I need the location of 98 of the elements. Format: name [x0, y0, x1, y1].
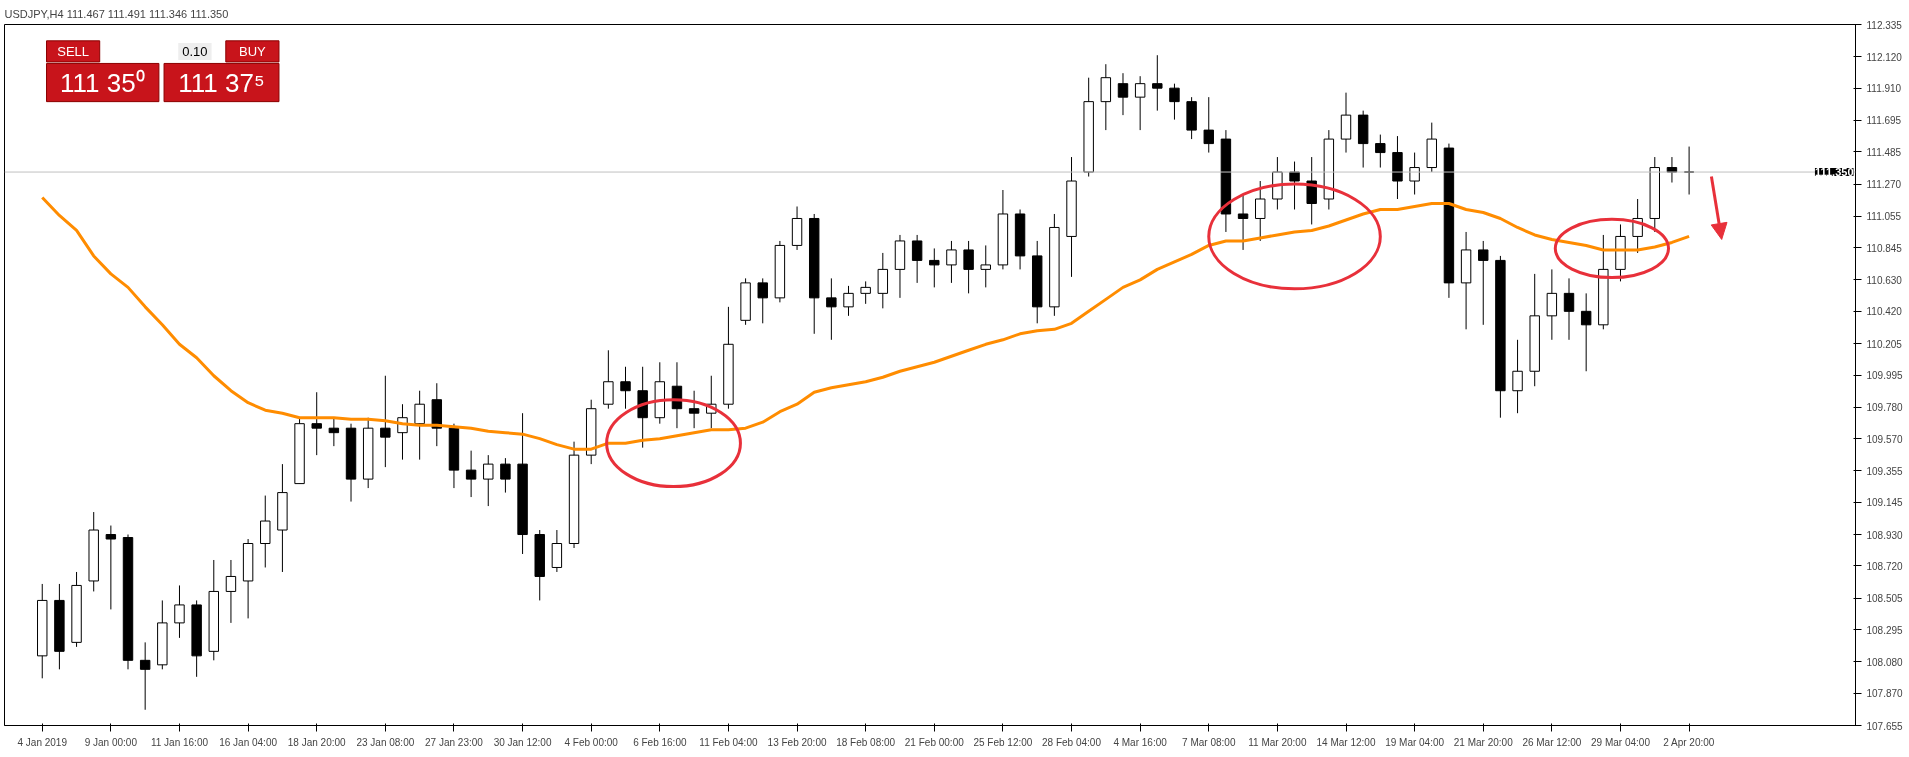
x-tick-label: 4 Mar 16:00: [1113, 736, 1168, 748]
candlestick: [465, 450, 477, 498]
y-tick-label: 108.930: [1866, 529, 1904, 541]
candlestick: [929, 247, 940, 288]
candlestick: [551, 529, 563, 573]
y-tick-label: 111.485: [1866, 146, 1902, 158]
candlestick: [757, 277, 768, 324]
annotation: 0.10: [182, 43, 208, 59]
x-tick-label: 29 Mar 04:00: [1591, 736, 1651, 748]
x-tick-label: 30 Jan 12:00: [493, 736, 552, 748]
x-tick-label: 21 Mar 20:00: [1453, 736, 1514, 748]
y-tick-label: 109.995: [1866, 370, 1904, 381]
y-tick-label: 107.870: [1866, 688, 1904, 700]
candlestick: [946, 240, 957, 284]
candlestick: [174, 584, 185, 639]
y-tick-label: 109.780: [1866, 402, 1904, 414]
x-tick-label: 28 Feb 04:00: [1042, 736, 1102, 748]
x-tick-label: 2 Apr 20:00: [1663, 736, 1715, 748]
candlestick: [877, 252, 889, 309]
y-tick-label: 108.505: [1866, 593, 1904, 605]
y-tick-label: 112.335: [1866, 19, 1903, 31]
candlestick: [1306, 156, 1317, 225]
candlestick: [1478, 240, 1489, 326]
candlestick: [1289, 161, 1300, 210]
candlestick: [1152, 54, 1163, 112]
x-tick-label: 21 Feb 00:00: [904, 736, 965, 748]
candlestick: [603, 349, 614, 410]
x-tick-label: 18 Jan 20:00: [287, 736, 347, 748]
x-tick-label: 23 Jan 08:00: [356, 736, 415, 748]
candlestick: [1563, 277, 1575, 341]
candlestick: [1169, 83, 1180, 121]
candlestick: [1203, 96, 1214, 154]
candlestick: [826, 277, 837, 341]
candlestick: [483, 454, 494, 507]
candlestick: [963, 240, 974, 294]
candlestick: [500, 457, 511, 494]
candlestick: [1340, 92, 1352, 154]
candlestick: [1580, 292, 1592, 372]
y-tick-label: 111.910: [1866, 83, 1902, 95]
x-tick-label: 13 Feb 20:00: [767, 736, 827, 748]
candlestick: [225, 559, 237, 624]
candlestick: [414, 390, 425, 461]
candlestick: [1134, 75, 1146, 131]
x-tick-label: 4 Feb 00:00: [564, 736, 619, 748]
x-tick-label: 16 Jan 04:00: [219, 736, 278, 748]
candlestick: [980, 244, 991, 288]
candlestick: [620, 366, 631, 410]
x-tick-label: 7 Mar 08:00: [1182, 736, 1236, 748]
y-tick-label: 110.630: [1866, 274, 1903, 286]
candlestick: [1255, 180, 1266, 242]
candlestick: [860, 280, 871, 305]
y-tick-label: 110.420: [1866, 306, 1903, 318]
candlestick: [139, 641, 151, 711]
candlestick: [260, 495, 271, 568]
x-tick-label: 6 Feb 16:00: [633, 736, 687, 748]
candlestick: [1100, 63, 1112, 131]
x-tick-label: 11 Feb 04:00: [699, 736, 758, 748]
candlestick: [1546, 268, 1558, 341]
candlestick: [380, 375, 391, 468]
candlestick: [1375, 134, 1386, 169]
y-tick-label: 109.145: [1866, 497, 1904, 509]
candlestick: [911, 234, 923, 284]
chart-title: USDJPY,H4 111.467 111.491 111.346 111.350: [4, 7, 229, 20]
annotation: 111 37⁵: [178, 67, 265, 98]
x-tick-label: 14 Mar 12:00: [1316, 736, 1376, 748]
y-tick-label: 111.695: [1866, 115, 1902, 127]
y-tick-label: 108.080: [1866, 656, 1904, 668]
candlestick: [1512, 339, 1523, 414]
candlestick: [1117, 72, 1129, 116]
x-tick-label: 27 Jan 23:00: [425, 736, 484, 748]
candlestick: [1237, 194, 1249, 251]
candlestick: [311, 391, 322, 456]
y-tick-label: 109.355: [1866, 465, 1904, 477]
y-tick-label: 110.845: [1866, 242, 1903, 254]
line-series: [40, 196, 1691, 451]
annotation: SELL: [57, 43, 90, 59]
x-tick-label: 25 Feb 12:00: [973, 736, 1033, 748]
x-tick-label: 11 Mar 20:00: [1248, 736, 1307, 748]
candlestick: [843, 285, 854, 317]
y-tick-label: 108.295: [1866, 624, 1904, 636]
annotation: 111 35⁰: [59, 67, 145, 98]
annotation: BUY: [239, 43, 267, 59]
x-tick-label: 19 Mar 04:00: [1385, 736, 1445, 748]
y-tick-label: 112.120: [1866, 51, 1903, 63]
y-tick-label: 111.055: [1866, 211, 1902, 223]
y-tick-label: 108.720: [1866, 560, 1904, 572]
x-tick-label: 4 Jan 2019: [17, 736, 68, 748]
y-tick-label: 110.205: [1866, 338, 1903, 350]
x-tick-label: 26 Mar 12:00: [1522, 736, 1582, 748]
x-tick-label: 11 Jan 16:00: [150, 736, 209, 748]
x-tick-label: 9 Jan 00:00: [84, 736, 138, 748]
x-tick-label: 18 Feb 08:00: [836, 736, 896, 748]
ref-line-label: 111.350: [1814, 166, 1854, 179]
y-tick-label: 109.570: [1866, 433, 1904, 445]
y-tick-label: 107.655: [1866, 720, 1904, 732]
candlestick: [688, 390, 700, 429]
y-tick-label: 111.270: [1866, 179, 1902, 191]
candlestick: [105, 525, 117, 610]
